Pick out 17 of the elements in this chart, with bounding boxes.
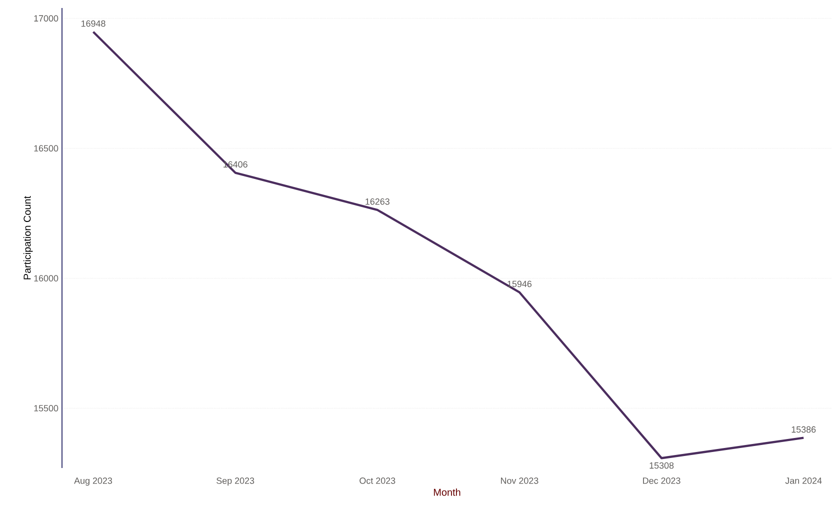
y-tick-label: 15500 — [34, 405, 58, 412]
x-axis-title: Month — [434, 488, 460, 496]
y-tick-label: 17000 — [34, 15, 58, 22]
y-axis-title: Participation Count — [23, 196, 33, 280]
x-tick-label: Aug 2023 — [74, 478, 112, 486]
data-label: 15308 — [650, 462, 674, 469]
x-tick-label: Oct 2023 — [360, 478, 396, 484]
y-tick-label: 16500 — [34, 145, 58, 152]
data-label: 16263 — [366, 198, 390, 205]
y-tick-label: 16000 — [34, 275, 58, 282]
x-tick-label: Dec 2023 — [643, 478, 680, 484]
data-label: 16948 — [81, 20, 106, 27]
x-tick-label: Nov 2023 — [501, 478, 538, 484]
data-label: 15386 — [792, 426, 816, 433]
data-label: 15946 — [508, 280, 532, 288]
x-tick-label: Sep 2023 — [216, 478, 254, 486]
x-tick-label: Jan 2024 — [785, 478, 822, 484]
